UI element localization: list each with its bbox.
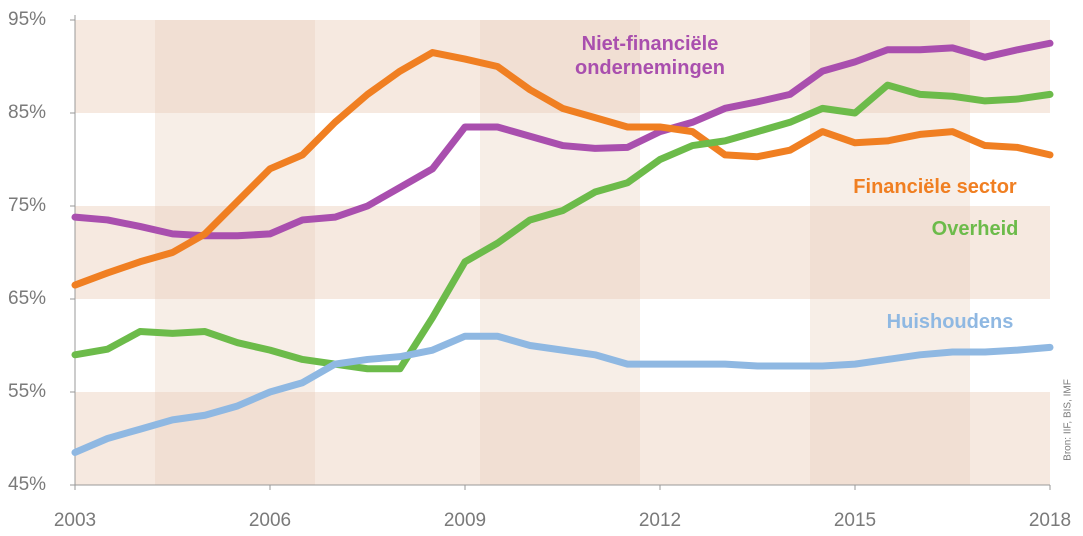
series-line	[71, 81, 1054, 373]
x-tick-label: 2015	[834, 510, 876, 531]
background	[75, 20, 1050, 485]
y-tick-label: 95%	[8, 9, 46, 30]
series-label: Overheid	[931, 218, 1019, 240]
series-label: Niet-financiële ondernemingen	[574, 33, 725, 79]
series-line	[71, 332, 1054, 456]
series-label: Huishoudens	[886, 311, 1014, 333]
y-tick-label: 65%	[8, 288, 46, 309]
series-label: Financiële sector	[853, 176, 1017, 198]
x-tick-label: 2018	[1029, 510, 1071, 531]
x-tick-label: 2012	[639, 510, 681, 531]
series-line	[71, 39, 1054, 240]
x-tick-label: 2009	[444, 510, 486, 531]
y-tick-label: 55%	[8, 381, 46, 402]
series-line	[71, 49, 1054, 289]
x-tick-label: 2003	[54, 510, 96, 531]
x-tick-label: 2006	[249, 510, 291, 531]
y-tick-label: 75%	[8, 195, 46, 216]
y-tick-label: 85%	[8, 102, 46, 123]
y-tick-label: 45%	[8, 474, 46, 495]
source: Bron: IIF, BIS, IMF	[1063, 379, 1074, 461]
